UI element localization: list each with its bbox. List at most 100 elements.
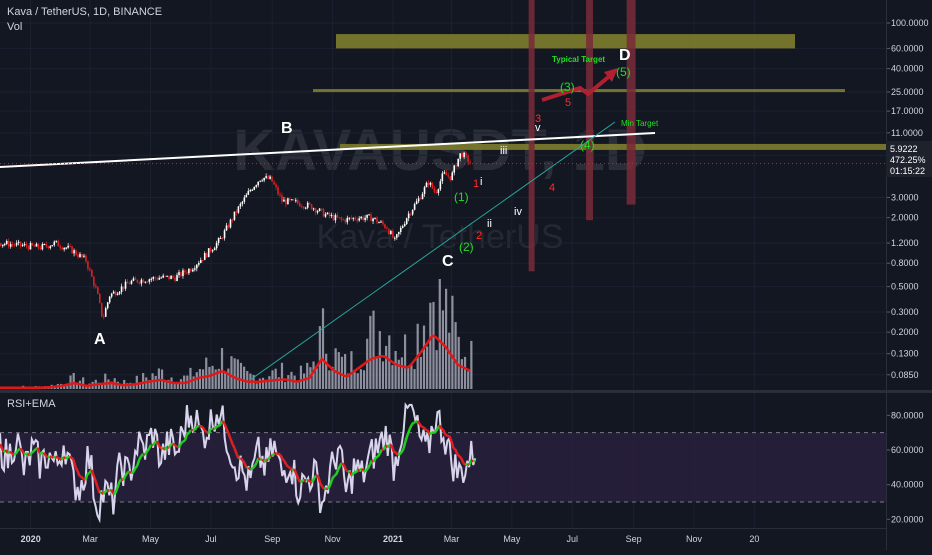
projection-zone <box>529 0 535 271</box>
candle-body <box>188 269 190 273</box>
rsi-ema-segment <box>251 468 253 469</box>
volume-bar <box>372 311 374 389</box>
panel-divider[interactable] <box>0 390 932 393</box>
candle-body <box>257 182 259 185</box>
candle-body <box>307 203 309 208</box>
rsi-ema-segment <box>32 451 34 453</box>
rsi-ema-segment <box>422 427 424 428</box>
candle-body <box>428 183 430 185</box>
candle-body <box>323 209 325 216</box>
typical-target-label: Typical Target <box>552 55 605 64</box>
volume-bar <box>189 368 191 389</box>
candle-body <box>71 246 73 253</box>
rsi-ema-segment <box>187 433 189 434</box>
volume-bar <box>227 369 229 389</box>
candle-body <box>347 218 349 222</box>
candle-body <box>289 198 291 200</box>
volume-bar <box>341 357 343 389</box>
candle-body <box>61 248 63 250</box>
candle-body <box>352 218 354 219</box>
symbol-title[interactable]: Kava / TetherUS, 1D, BINANCE <box>7 6 162 18</box>
rsi-ema-segment <box>68 457 70 458</box>
candle-body <box>117 294 119 295</box>
candle-body <box>337 215 339 217</box>
candle-body <box>253 187 255 190</box>
candle-body <box>135 278 137 279</box>
candle-body <box>295 200 297 201</box>
candle-body <box>101 303 103 317</box>
candle-body <box>374 218 376 219</box>
rsi-ema-segment <box>302 480 304 481</box>
candle-body <box>55 241 57 242</box>
volume-title[interactable]: Vol <box>7 21 22 33</box>
rsi-ema-segment <box>181 441 183 443</box>
rsi-ema-segment <box>30 453 32 456</box>
volume-bar <box>432 302 434 389</box>
rsi-ema-segment <box>280 455 282 459</box>
candle-body <box>81 254 83 257</box>
candle-body <box>238 207 240 213</box>
candle-body <box>208 248 210 257</box>
volume-bar <box>303 373 305 389</box>
time-tick-label: Nov <box>686 534 703 544</box>
rsi-ema-segment <box>34 449 36 451</box>
candle-body <box>271 177 273 182</box>
candle-body <box>463 153 465 157</box>
candle-body <box>404 224 406 226</box>
candle-body <box>467 155 469 162</box>
volume-bar <box>445 289 447 389</box>
rsi-ema-segment <box>362 469 364 471</box>
wave-label-r2: 2 <box>476 230 482 242</box>
candle-body <box>87 261 89 268</box>
volume-bar <box>442 310 444 389</box>
candle-body <box>414 204 416 210</box>
rsi-ema-segment <box>16 450 18 454</box>
rsi-ema-segment <box>149 445 151 449</box>
candle-body <box>299 203 301 206</box>
candle-body <box>40 248 42 249</box>
volume-bar <box>142 373 144 389</box>
rsi-title[interactable]: RSI+EMA <box>7 398 56 410</box>
rsi-ema-segment <box>471 460 473 461</box>
candle-body <box>156 278 158 279</box>
rsi-ema-segment <box>87 473 89 474</box>
rsi-ema-segment <box>272 453 274 456</box>
rsi-ema-segment <box>243 460 245 463</box>
rsi-ema-segment <box>352 472 354 475</box>
candle-body <box>309 203 311 204</box>
rsi-tick-label: 80.0000 <box>891 410 924 420</box>
candle-body <box>249 190 251 191</box>
candle-body <box>453 166 455 173</box>
volume-bar <box>243 367 245 389</box>
price-tick-label: 1.2000 <box>891 238 919 248</box>
candle-body <box>158 278 160 280</box>
candle-body <box>103 316 105 317</box>
rsi-ema-segment <box>286 465 288 467</box>
volume-bar <box>104 374 106 389</box>
wave-label-g1: (1) <box>454 190 469 204</box>
candle-body <box>51 245 53 246</box>
rsi-tick-label: 40.0000 <box>891 480 924 490</box>
rsi-tick-label: 60.0000 <box>891 445 924 455</box>
rsi-ema-segment <box>420 424 422 427</box>
candle-body <box>210 248 212 251</box>
rsi-ema-segment <box>201 426 203 427</box>
rsi-ema-segment <box>66 457 68 458</box>
candle-body <box>449 176 451 180</box>
candle-body <box>234 212 236 220</box>
volume-bar <box>350 351 352 389</box>
price-tick-label: 25.0000 <box>891 87 924 97</box>
rsi-ema-segment <box>308 480 310 482</box>
rsi-tick-label: 20.0000 <box>891 514 924 524</box>
rsi-ema-segment <box>312 478 314 482</box>
candle-body <box>6 241 8 244</box>
volume-bar <box>306 363 308 389</box>
candle-body <box>115 292 117 295</box>
volume-bar <box>82 377 84 389</box>
candle-body <box>109 297 111 303</box>
rsi-ema-segment <box>314 475 316 478</box>
rsi-ema-segment <box>153 442 155 445</box>
candle-body <box>269 177 271 179</box>
